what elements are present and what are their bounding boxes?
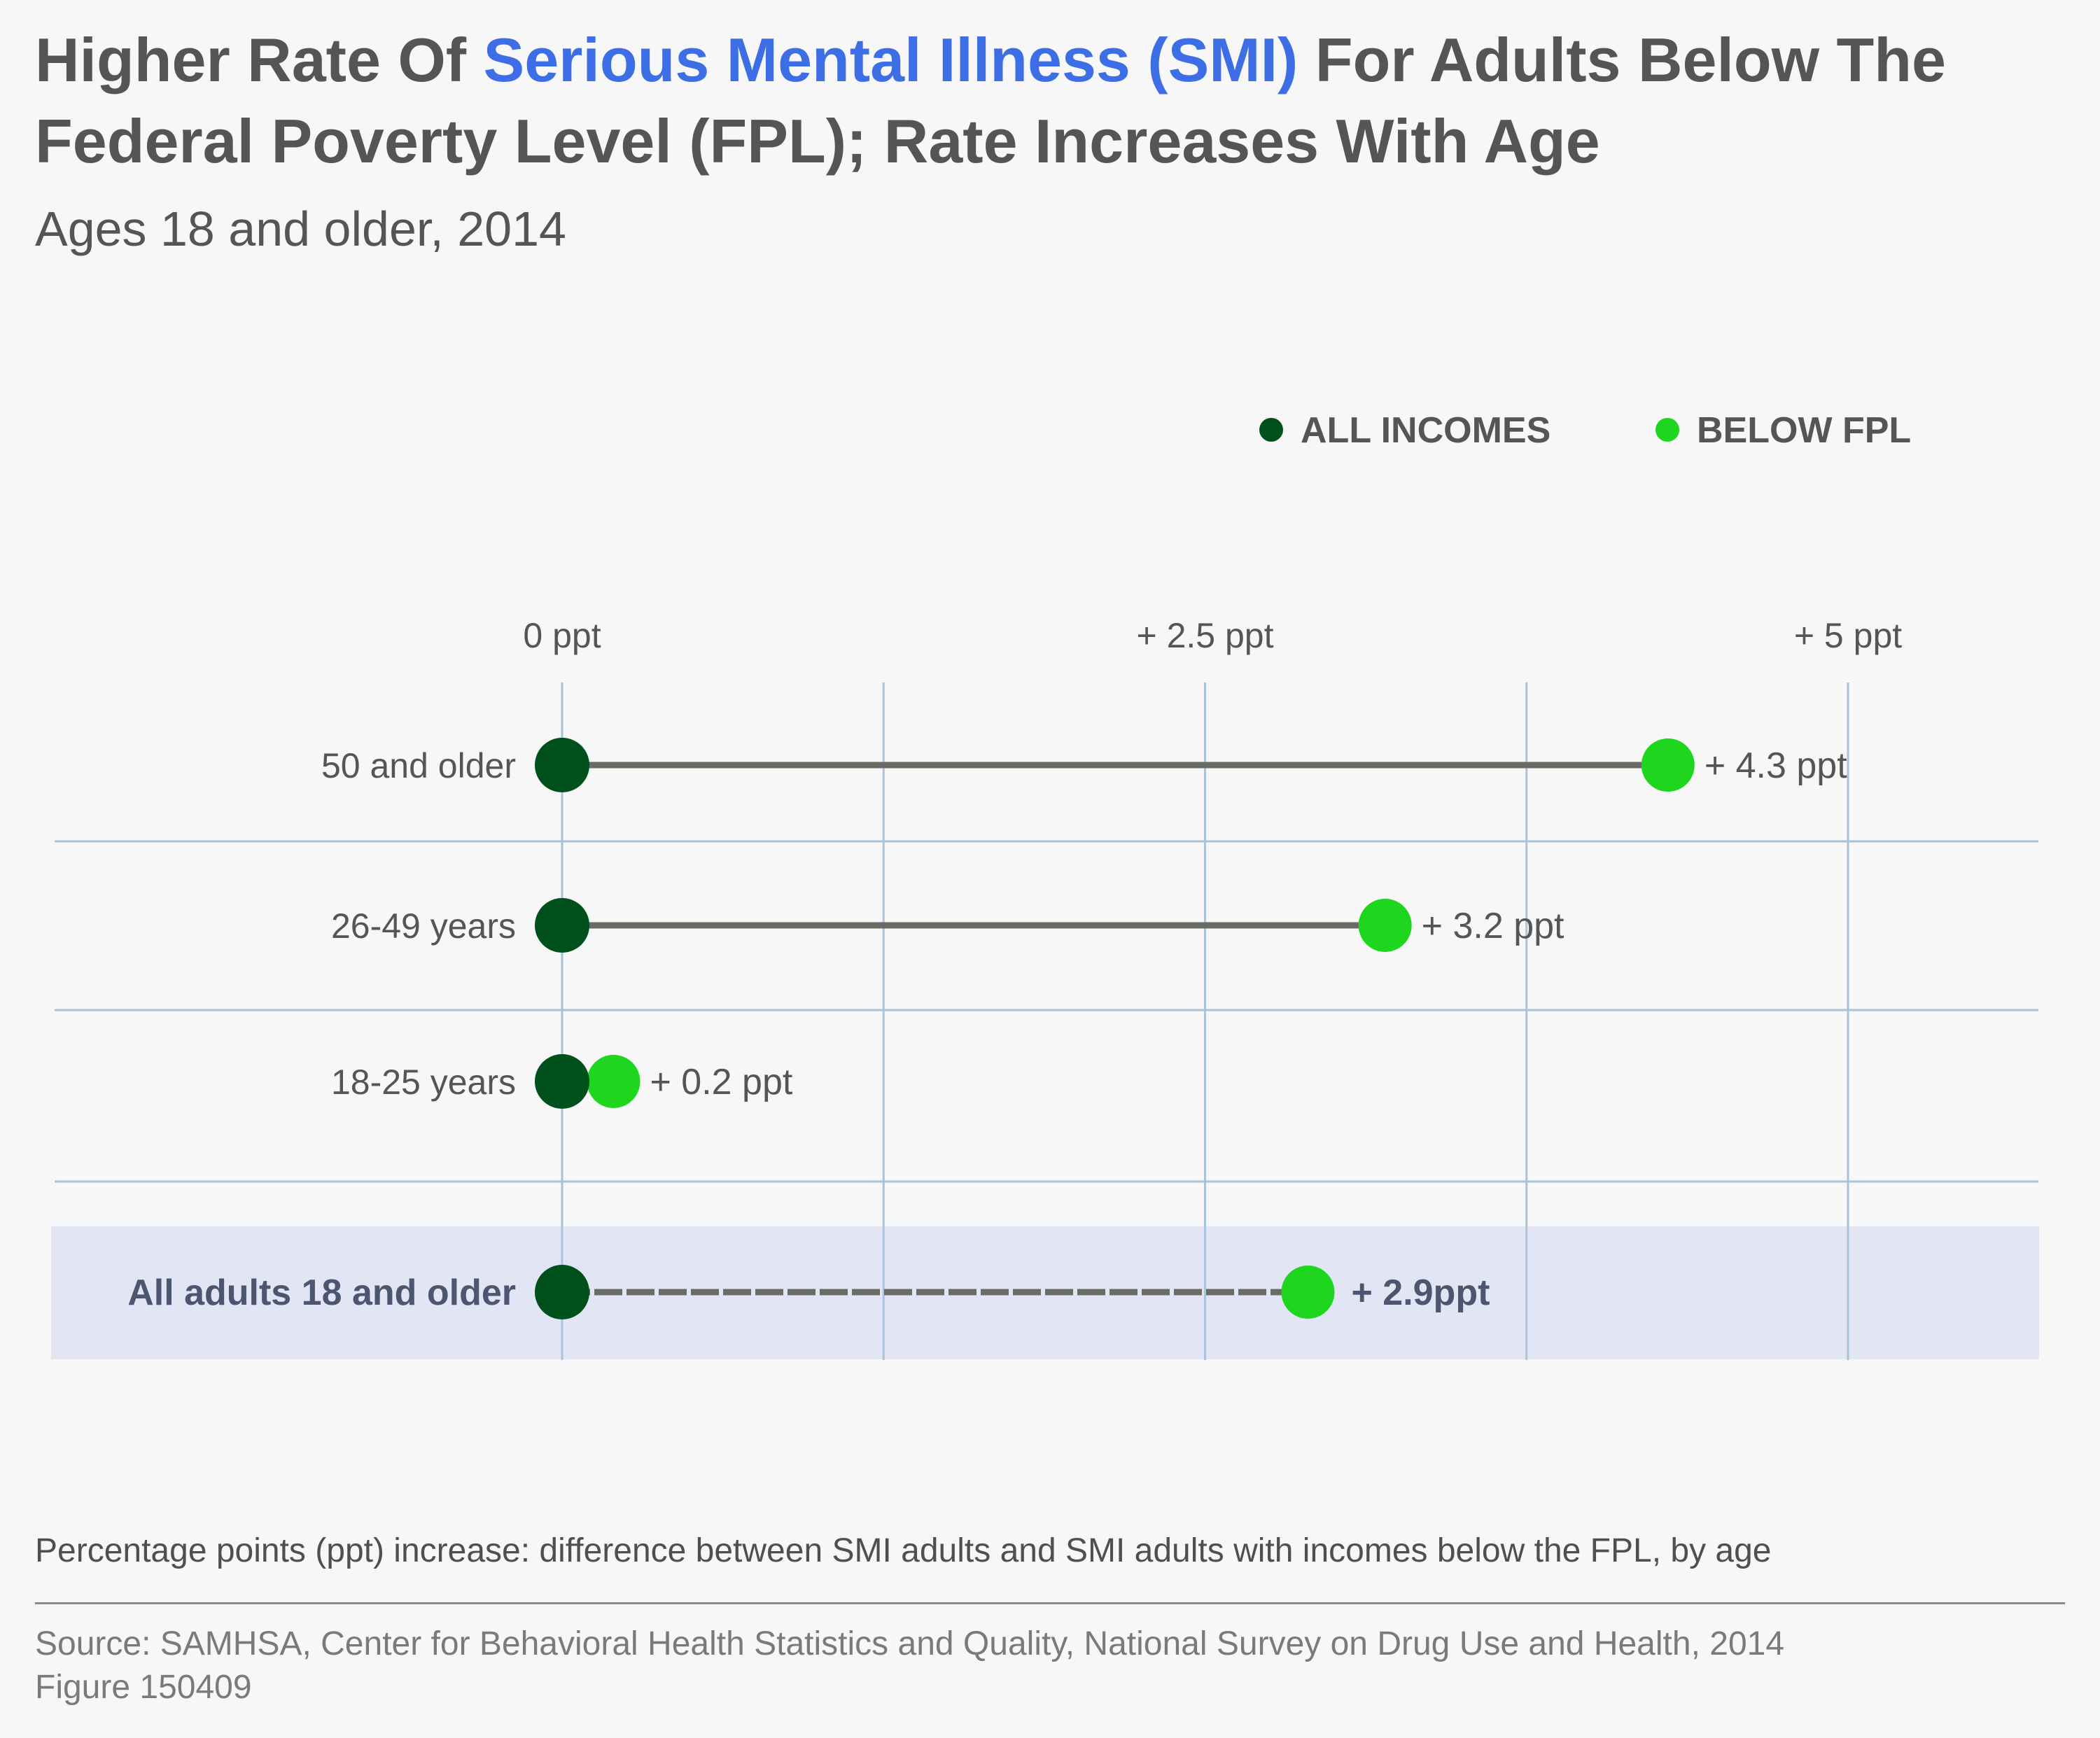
all-incomes-dot [535,1054,589,1109]
row-label: 26-49 years [331,906,516,946]
below-fpl-dot [1281,1266,1335,1319]
all-incomes-dot [535,738,589,792]
legend-label-0: ALL INCOMES [1301,410,1550,451]
chart-note: Percentage points (ppt) increase: differ… [35,1532,1772,1569]
below-fpl-dot [1358,899,1412,952]
all-incomes-dot [535,898,589,953]
source-text: Source: SAMHSA, Center for Behavioral He… [35,1625,1785,1662]
x-tick-label: + 5 ppt [1794,616,1902,655]
row-label: 50 and older [321,746,516,785]
title-part-1: Higher Rate Of [35,25,484,94]
chart-subtitle: Ages 18 and older, 2014 [35,202,566,256]
source-block: Source: SAMHSA, Center for Behavioral He… [35,1623,1784,1709]
chart-title: Higher Rate Of Serious Mental Illness (S… [35,20,2079,182]
value-label: + 0.2 ppt [650,1062,792,1102]
x-tick-label: + 2.5 ppt [1137,616,1274,655]
title-part-2: For Adults Below The Federal Poverty Lev… [35,25,1946,176]
x-tick-label: 0 ppt [523,616,601,655]
all-incomes-dot [535,1265,589,1319]
row-label: 18-25 years [331,1063,516,1102]
legend-marker-0 [1259,418,1283,442]
row-label: All adults 18 and older [127,1273,516,1313]
footer-divider [35,1602,2065,1604]
title-highlight: Serious Mental Illness (SMI) [483,25,1298,94]
value-label: + 2.9ppt [1351,1273,1490,1313]
legend-label-1: BELOW FPL [1697,410,1911,451]
below-fpl-dot [587,1055,640,1108]
figure-id: Figure 150409 [35,1669,252,1706]
below-fpl-dot [1641,738,1695,792]
legend-marker-1 [1656,418,1679,442]
value-label: + 3.2 ppt [1422,906,1564,946]
value-label: + 4.3 ppt [1704,745,1847,786]
